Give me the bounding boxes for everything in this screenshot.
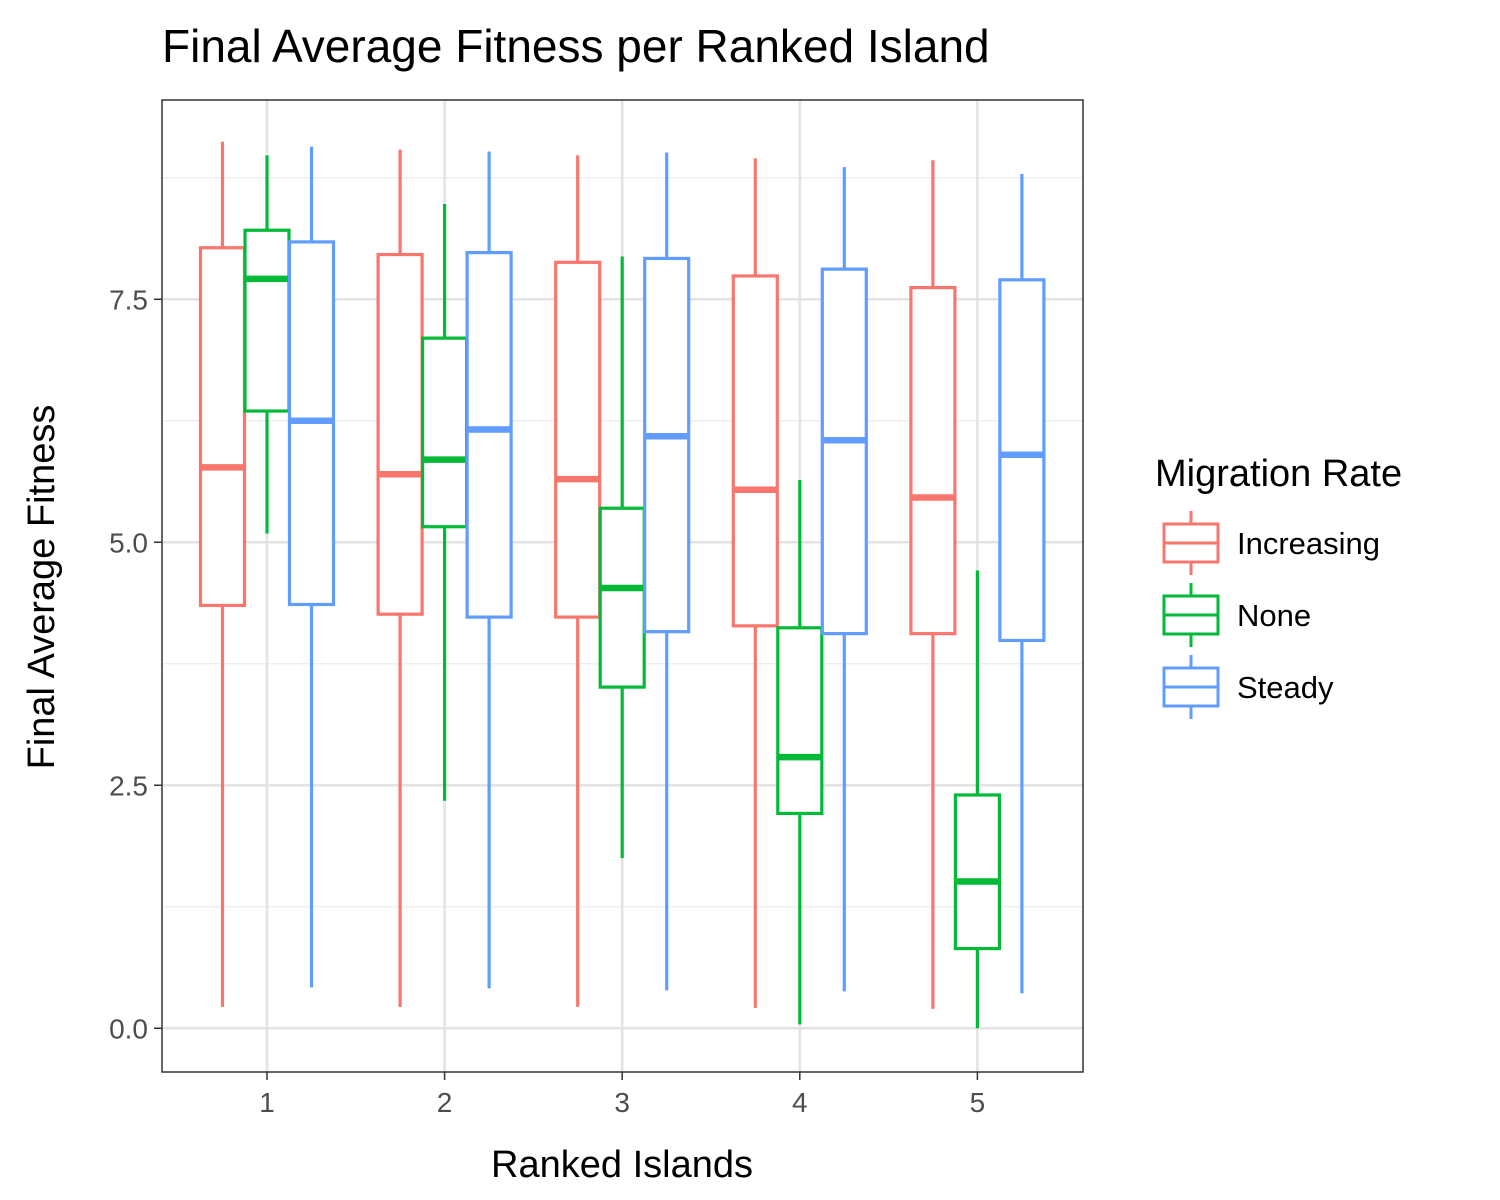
box-steady-3 [643,152,691,991]
y-tick-label: 0.0 [109,1013,148,1044]
series-increasing [198,141,957,1009]
box-body [643,256,691,634]
box-body [953,793,1002,951]
legend-item-steady: Steady [1162,655,1334,719]
box-body [376,252,424,616]
box-body [598,506,646,689]
x-tick-label: 2 [437,1087,453,1118]
box-body [909,285,957,636]
box-body [998,278,1046,643]
x-axis: 1 2 3 4 5 [259,1072,985,1118]
box-body [421,336,469,529]
box-none-5 [953,570,1002,1029]
legend: Migration Rate Increasing None Steady [1155,453,1402,719]
box-body [776,626,824,816]
x-tick-label: 4 [792,1087,808,1118]
box-body [731,274,779,628]
y-tick-label: 2.5 [109,770,148,801]
legend-label: Steady [1237,670,1334,705]
box-increasing-5 [909,160,957,1009]
box-body [554,260,602,619]
y-tick-label: 5.0 [109,527,148,558]
box-increasing-3 [554,155,602,1007]
x-tick-label: 1 [259,1087,275,1118]
box-none-2 [421,204,469,801]
box-none-4 [776,480,824,1025]
legend-label: Increasing [1237,526,1380,561]
x-tick-label: 5 [970,1087,986,1118]
y-axis: 0.0 2.5 5.0 7.5 [109,284,162,1044]
box-increasing-1 [198,141,247,1007]
y-tick-label: 7.5 [109,284,148,315]
box-body [243,228,291,413]
box-steady-1 [287,146,336,988]
box-none-3 [598,256,646,859]
box-body [198,246,247,608]
legend-item-increasing: Increasing [1162,511,1380,575]
plot-panel [161,99,1084,1073]
box-increasing-4 [731,158,779,1008]
legend-label: None [1237,598,1311,633]
chart-title: Final Average Fitness per Ranked Island [162,20,990,72]
box-steady-4 [820,167,868,992]
box-body [465,251,513,619]
box-body [820,267,868,636]
y-axis-title: Final Average Fitness [21,405,63,770]
x-tick-label: 3 [614,1087,630,1118]
legend-item-none: None [1162,583,1311,647]
box-steady-2 [465,151,513,989]
legend-title: Migration Rate [1155,453,1402,495]
box-steady-5 [998,173,1046,994]
series-none [243,155,1002,1029]
x-axis-title: Ranked Islands [491,1144,753,1186]
series-steady [287,146,1046,994]
